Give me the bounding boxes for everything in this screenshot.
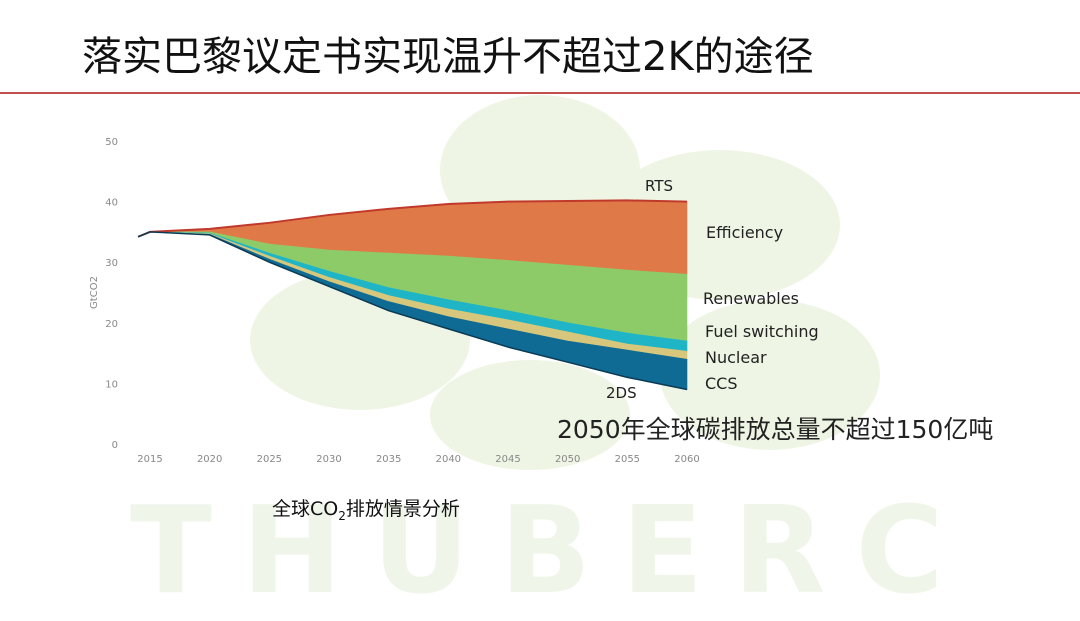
rts-label: RTS: [645, 177, 673, 195]
x-tick-label: 2015: [137, 454, 162, 465]
caption-prefix: 全球CO: [272, 498, 339, 520]
y-tick-label: 10: [105, 379, 118, 390]
chart-caption: 全球CO2排放情景分析: [272, 494, 460, 523]
caption-suffix: 排放情景分析: [345, 498, 460, 520]
x-tick-label: 2055: [615, 454, 640, 465]
two-ds-label: 2DS: [606, 384, 637, 402]
series-label-fuel-switching: Fuel switching: [705, 322, 819, 341]
y-axis-label: GtCO2: [89, 276, 100, 309]
x-tick-label: 2060: [674, 454, 699, 465]
x-tick-label: 2040: [436, 454, 461, 465]
y-tick-label: 50: [105, 137, 118, 148]
x-tick-label: 2045: [495, 454, 520, 465]
x-tick-label: 2050: [555, 454, 580, 465]
series-label-ccs: CCS: [705, 374, 738, 393]
y-tick-label: 40: [105, 198, 118, 209]
page-title: 落实巴黎议定书实现温升不超过2K的途径: [82, 34, 814, 80]
series-label-efficiency: Efficiency: [706, 223, 783, 242]
x-tick-label: 2030: [316, 454, 341, 465]
target-note: 2050年全球碳排放总量不超过150亿吨: [557, 415, 994, 444]
caption-subscript: 2: [338, 508, 346, 523]
x-tick-label: 2025: [257, 454, 282, 465]
y-tick-label: 0: [112, 440, 118, 451]
y-tick-label: 20: [105, 319, 118, 330]
two-ds-line: [137, 231, 688, 391]
y-tick-label: 30: [105, 258, 118, 269]
series-label-nuclear: Nuclear: [705, 348, 767, 367]
rts-line: [137, 199, 688, 238]
x-tick-label: 2035: [376, 454, 401, 465]
series-label-renewables: Renewables: [703, 289, 799, 308]
x-tick-label: 2020: [197, 454, 222, 465]
title-divider: [0, 92, 1080, 94]
